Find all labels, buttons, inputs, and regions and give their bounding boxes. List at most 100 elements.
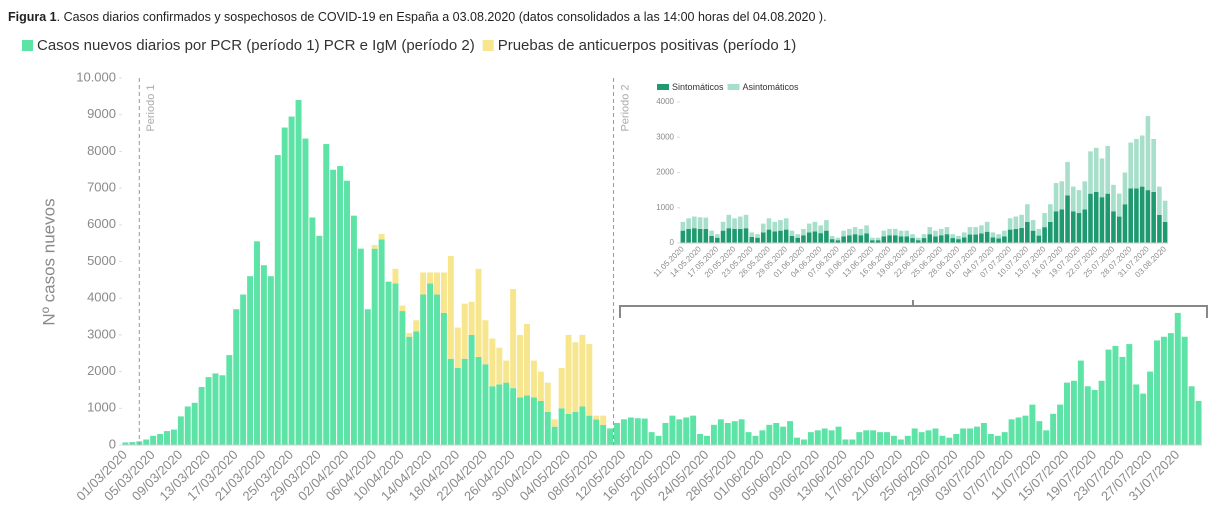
bar (558, 367, 565, 409)
y-tick-label: 0 (109, 436, 116, 451)
bar (863, 430, 870, 445)
period-label: Periodo 1 (145, 84, 157, 131)
bar (794, 437, 800, 445)
bar (1145, 116, 1151, 191)
bar (503, 382, 510, 445)
bar (413, 331, 420, 445)
bar (454, 327, 461, 368)
bar (434, 294, 440, 445)
bar (749, 232, 755, 238)
bar (892, 228, 898, 236)
bar (468, 301, 475, 335)
bar (726, 228, 732, 243)
bar (724, 422, 731, 445)
bar (697, 217, 703, 229)
bar (927, 234, 933, 243)
bar (996, 238, 1001, 243)
bar (1093, 191, 1099, 243)
bar (887, 228, 892, 236)
bar (789, 235, 795, 243)
bar (240, 294, 247, 445)
bar (1065, 195, 1070, 243)
bar (454, 367, 461, 445)
bar (641, 418, 648, 445)
bar (731, 421, 738, 445)
legend-swatch (657, 84, 669, 90)
bar (1151, 191, 1156, 243)
bar (1059, 209, 1065, 243)
bar (726, 214, 732, 229)
bar (732, 218, 737, 229)
y-tick-label: 10.000 (76, 69, 116, 84)
bar (323, 144, 330, 445)
bar (946, 437, 953, 445)
bar (818, 233, 823, 243)
bar (950, 238, 956, 243)
legend-swatch (482, 40, 494, 51)
y-tick-label: 4000 (656, 97, 674, 106)
bar (544, 382, 551, 412)
bar (198, 387, 205, 445)
bar (482, 364, 489, 445)
bar (1059, 181, 1065, 210)
bar (1139, 135, 1145, 187)
bar (517, 334, 524, 398)
bar (680, 230, 686, 243)
bar (715, 237, 720, 243)
bar (219, 375, 226, 445)
bar (915, 237, 921, 241)
legend-label: Asintomáticos (743, 82, 800, 92)
bar (910, 238, 915, 243)
bar (752, 435, 759, 445)
bar (607, 428, 614, 445)
bar (1036, 235, 1042, 243)
bar (427, 272, 434, 284)
bar (676, 419, 683, 445)
bar (212, 373, 219, 445)
bar (1036, 421, 1043, 445)
bar (979, 233, 984, 243)
bar (749, 237, 755, 243)
y-tick-label: 3000 (87, 326, 116, 341)
bar (440, 272, 447, 313)
bar (482, 320, 489, 365)
bar (953, 433, 960, 445)
bar (967, 428, 974, 445)
bar (558, 408, 565, 445)
bar (157, 433, 164, 445)
bar (1050, 413, 1057, 445)
bar (579, 406, 586, 445)
bar (772, 231, 778, 243)
bar (759, 430, 766, 445)
bar (1048, 204, 1053, 222)
bar (980, 422, 987, 445)
bar (984, 231, 990, 243)
bar (911, 428, 918, 445)
bar (468, 334, 475, 445)
bar (703, 217, 709, 229)
bar (956, 239, 961, 243)
bar (1002, 236, 1007, 243)
bar (447, 255, 454, 359)
bar (841, 236, 846, 243)
bar (967, 227, 973, 235)
bar (858, 228, 864, 236)
bar (572, 411, 579, 445)
bar (1093, 147, 1099, 192)
bar (1042, 227, 1047, 243)
bar (961, 232, 967, 238)
bar (870, 237, 875, 241)
bar (904, 435, 911, 445)
bar (1042, 213, 1047, 228)
bar (847, 235, 852, 243)
bar (745, 432, 752, 445)
bar (778, 220, 783, 231)
bar (921, 238, 927, 243)
bar (260, 265, 267, 445)
bar (877, 432, 884, 445)
bar (1030, 230, 1036, 243)
bar (406, 333, 413, 337)
bar (824, 220, 829, 231)
bar (842, 439, 849, 445)
bar (530, 397, 537, 445)
